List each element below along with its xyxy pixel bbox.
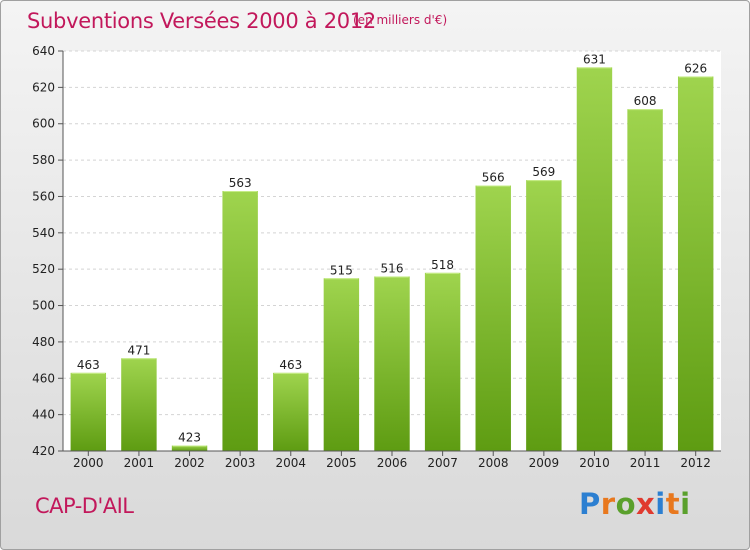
x-tick-label: 2004 [275,456,306,470]
bar-2012 [677,76,714,452]
proxiti-logo: Proxiti [579,487,691,521]
y-tick-label: 580 [32,153,55,167]
bar-2007 [424,272,461,451]
x-tick-label: 2006 [377,456,408,470]
x-tick-label: 2008 [478,456,509,470]
value-label: 516 [381,261,404,275]
y-tick-label: 500 [32,299,55,313]
value-label: 423 [178,431,201,445]
x-tick-label: 2009 [529,456,560,470]
bar-2002 [171,445,208,451]
y-tick-label: 540 [32,226,55,240]
logo-letter: i [655,487,666,521]
bar-2009 [526,180,562,451]
value-label: 626 [684,61,707,75]
value-label: 569 [532,165,555,179]
bar-2008 [475,185,511,451]
x-tick-label: 2000 [73,456,104,470]
logo-letter: x [636,487,656,521]
x-tick-label: 2007 [427,456,458,470]
x-tick-label: 2002 [174,456,205,470]
y-tick-label: 480 [32,335,55,349]
x-tick-label: 2001 [124,456,155,470]
commune-name: CAP-D'AIL [35,494,134,518]
bar-2005 [323,278,360,451]
value-label: 608 [634,94,657,108]
x-tick-label: 2005 [326,456,357,470]
x-tick-label: 2011 [630,456,661,470]
bar-2003 [222,191,258,451]
value-label: 563 [229,176,252,190]
value-label: 463 [77,358,100,372]
bar-2000 [70,372,107,451]
chart-title: Subventions Versées 2000 à 2012 [27,9,376,33]
y-tick-label: 460 [32,371,55,385]
y-tick-label: 420 [32,444,55,458]
x-tick-label: 2010 [579,456,610,470]
y-tick-label: 600 [32,117,55,131]
logo-letter: r [600,487,616,521]
x-tick-label: 2012 [680,456,711,470]
value-label: 471 [127,343,150,357]
value-label: 631 [583,52,606,66]
logo-letter: t [665,487,681,521]
value-label: 463 [279,358,302,372]
y-tick-label: 620 [32,80,55,94]
bar-2004 [273,372,309,451]
y-tick-label: 520 [32,262,55,276]
x-tick-label: 2003 [225,456,256,470]
logo-letter: o [615,487,637,521]
y-axis-ticks: 420 440 460 480 500 520 540 560 580 600 620 640 [32,44,63,458]
chart-subtitle: (en milliers d'€) [353,13,448,27]
y-tick-label: 640 [32,44,55,58]
bar-2010 [576,67,613,451]
logo-letter: i [680,487,691,521]
bar-2011 [627,109,663,451]
y-tick-label: 440 [32,408,55,422]
x-axis-ticks: 2000 2001 2002 2003 2004 2005 2006 2007 2008 2009… [73,451,711,470]
bar-2001 [121,358,157,451]
y-tick-label: 560 [32,189,55,203]
value-label: 515 [330,263,353,277]
bar-2006 [374,276,410,451]
logo-letter: P [579,487,601,521]
value-label: 518 [431,258,454,272]
bars [70,67,714,452]
value-label: 566 [482,171,505,185]
value-labels: 463 471 423 563 463 515 516 518 566 569 631 608 626 [77,52,707,444]
